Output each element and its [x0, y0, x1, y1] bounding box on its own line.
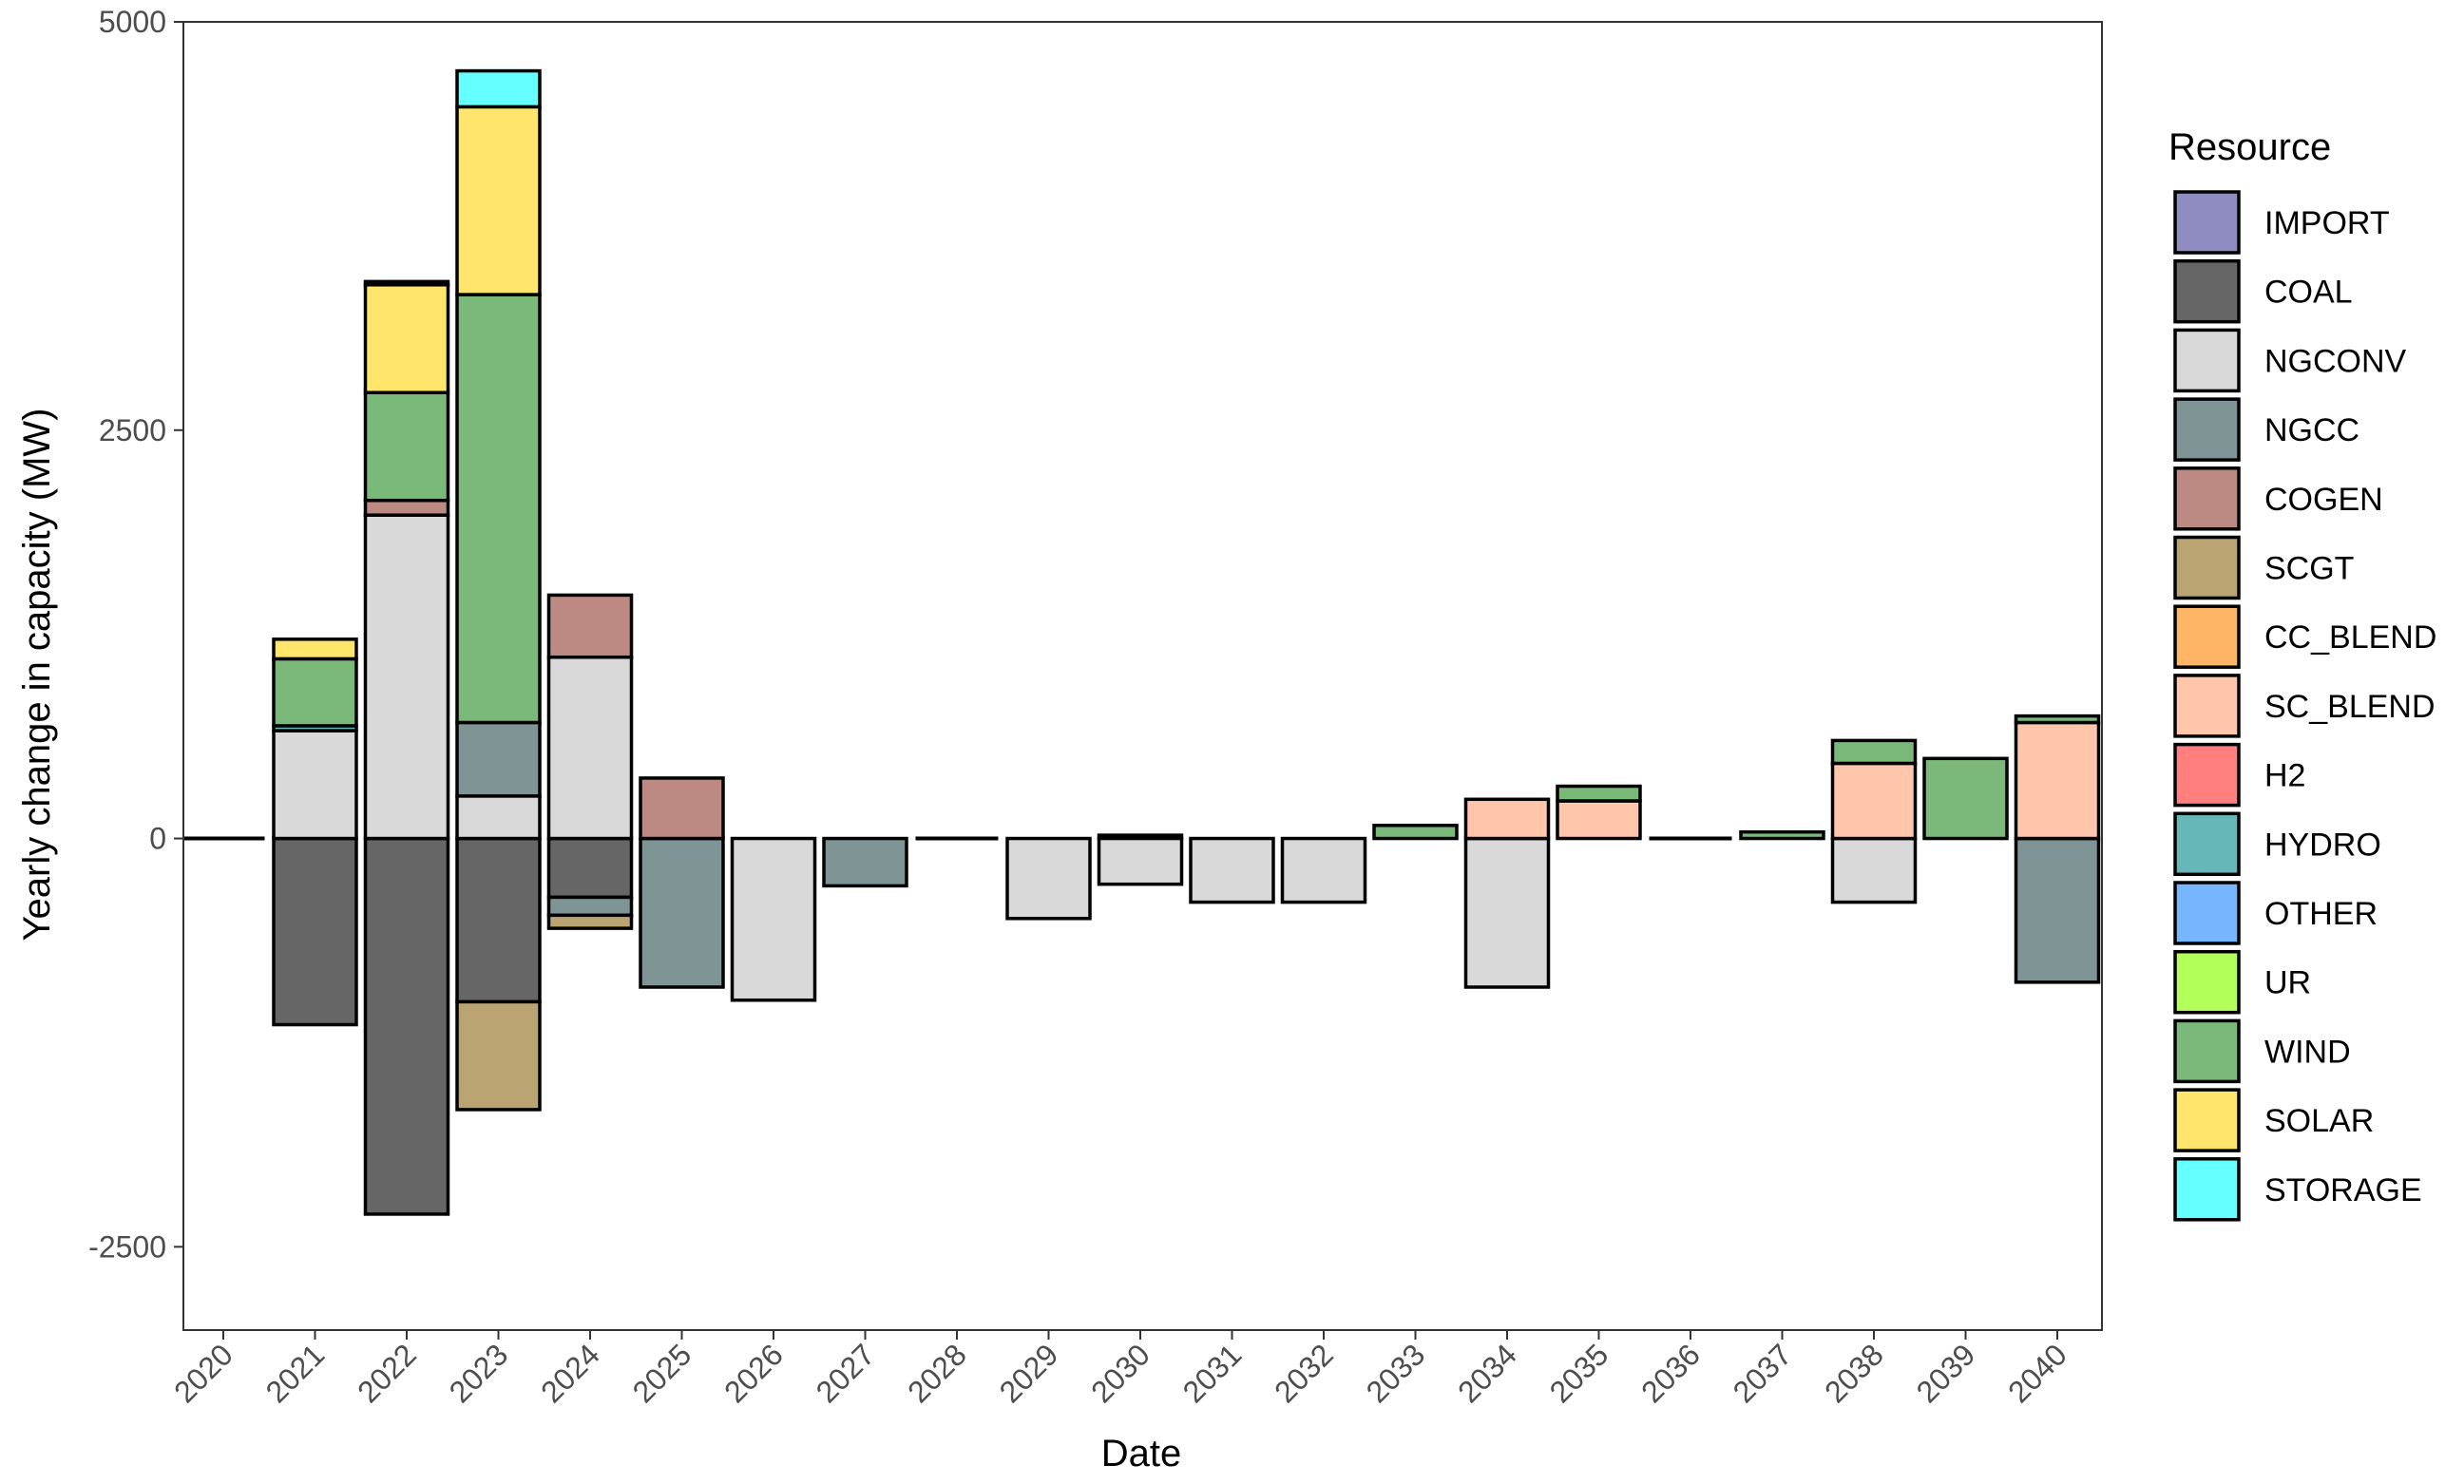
- legend-label-ur: UR: [2264, 965, 2311, 1001]
- legend-key-hydro: [2173, 811, 2241, 877]
- legend-label-h2: H2: [2264, 758, 2305, 794]
- bar-wind-2023: [455, 293, 542, 725]
- bar-sc_blend-2034: [1463, 797, 1551, 841]
- legend-key-cogen: [2173, 466, 2241, 531]
- legend-label-coal: COAL: [2264, 275, 2353, 311]
- legend-label-other: OTHER: [2264, 896, 2378, 932]
- bar-ngcc-2025: [639, 836, 725, 989]
- plot-area: [183, 68, 2101, 1216]
- y-tick-label: 0: [149, 822, 166, 856]
- legend-label-sc_blend: SC_BLEND: [2264, 689, 2435, 725]
- legend-label-storage: STORAGE: [2264, 1172, 2422, 1208]
- legend-title: Resource: [2168, 126, 2331, 168]
- bar-scgt-2023: [455, 999, 542, 1112]
- bar-ngconv-2029: [1005, 836, 1092, 921]
- legend-label-solar: SOLAR: [2264, 1103, 2374, 1139]
- y-tick-label: 2500: [99, 413, 166, 447]
- legend-key-sc_blend: [2173, 674, 2241, 738]
- y-tick-label: -2500: [88, 1229, 166, 1264]
- bar-scgt-2024: [546, 913, 634, 930]
- legend-label-hydro: HYDRO: [2264, 827, 2381, 863]
- legend-label-scgt: SCGT: [2264, 551, 2354, 587]
- legend-label-ngcc: NGCC: [2264, 412, 2359, 448]
- bar-ngconv-2021: [272, 729, 358, 841]
- legend-key-cc_blend: [2173, 604, 2241, 669]
- bar-ngconv-2032: [1280, 836, 1367, 904]
- bar-ngconv-2034: [1463, 836, 1551, 989]
- bar-cogen-2024: [546, 593, 634, 659]
- bar-solar-2022: [363, 283, 450, 394]
- bar-coal-2022: [363, 836, 450, 1216]
- bar-wind-2035: [1556, 784, 1642, 803]
- legend-label-ngconv: NGCONV: [2264, 343, 2407, 379]
- legend: Resource IMPORT COAL NGCONV NGCC COGEN SCGT CC…: [2168, 126, 2436, 1222]
- bar-ngconv-2026: [730, 836, 817, 1002]
- bar-ngcc-2027: [822, 836, 908, 888]
- legend-label-cc_blend: CC_BLEND: [2264, 619, 2436, 656]
- bar-sc_blend-2035: [1556, 799, 1642, 841]
- bar-ngconv-2031: [1189, 836, 1275, 904]
- legend-label-import: IMPORT: [2264, 205, 2390, 241]
- bar-wind-2039: [1922, 756, 2009, 841]
- bar-ngcc-2023: [455, 720, 542, 798]
- legend-key-ngconv: [2173, 328, 2241, 393]
- bar-wind-2033: [1372, 824, 1459, 841]
- y-tick-label: 5000: [99, 5, 166, 39]
- bar-ngcc-2024: [546, 895, 634, 918]
- bar-cogen-2022: [363, 498, 450, 517]
- bar-ngconv-2023: [455, 794, 542, 841]
- panel-border: [182, 21, 2103, 1331]
- y-axis-title: Yearly change in capacity (MW): [16, 409, 58, 942]
- bar-ngcc-2040: [2014, 836, 2101, 984]
- bar-wind-2038: [1830, 738, 1918, 766]
- bar-ngconv-2022: [363, 513, 450, 841]
- legend-label-wind: WIND: [2264, 1034, 2351, 1070]
- bar-coal-2021: [272, 836, 358, 1027]
- bar-sc_blend-2040: [2014, 720, 2101, 841]
- bar-wind-2037: [1739, 829, 1825, 841]
- x-axis-title: Date: [1101, 1433, 1182, 1474]
- bar-storage-2023: [455, 68, 542, 109]
- legend-key-coal: [2173, 258, 2241, 324]
- legend-key-other: [2173, 881, 2241, 945]
- bar-coal-2023: [455, 836, 542, 1004]
- legend-key-h2: [2173, 742, 2241, 808]
- legend-key-import: [2173, 190, 2241, 255]
- legend-key-wind: [2173, 1018, 2241, 1084]
- bars: [183, 68, 2101, 1216]
- bar-wind-2040: [2014, 713, 2101, 725]
- legend-label-cogen: COGEN: [2264, 482, 2383, 518]
- legend-key-scgt: [2173, 535, 2241, 600]
- bar-cogen-2025: [639, 776, 725, 841]
- legend-key-solar: [2173, 1088, 2241, 1152]
- legend-key-storage: [2173, 1157, 2241, 1222]
- legend-key-ngcc: [2173, 397, 2241, 462]
- bar-wind-2021: [272, 656, 358, 728]
- bar-sc_blend-2038: [1830, 761, 1918, 841]
- bar-ngconv-2038: [1830, 836, 1918, 904]
- bar-wind-2022: [363, 390, 450, 503]
- bar-solar-2021: [272, 637, 358, 661]
- bar-solar-2023: [455, 105, 542, 296]
- bar-coal-2024: [546, 836, 634, 900]
- bar-ngconv-2024: [546, 655, 634, 841]
- bar-storage-2022: [363, 279, 450, 287]
- legend-key-ur: [2173, 949, 2241, 1015]
- bar-ngconv-2030: [1097, 836, 1184, 886]
